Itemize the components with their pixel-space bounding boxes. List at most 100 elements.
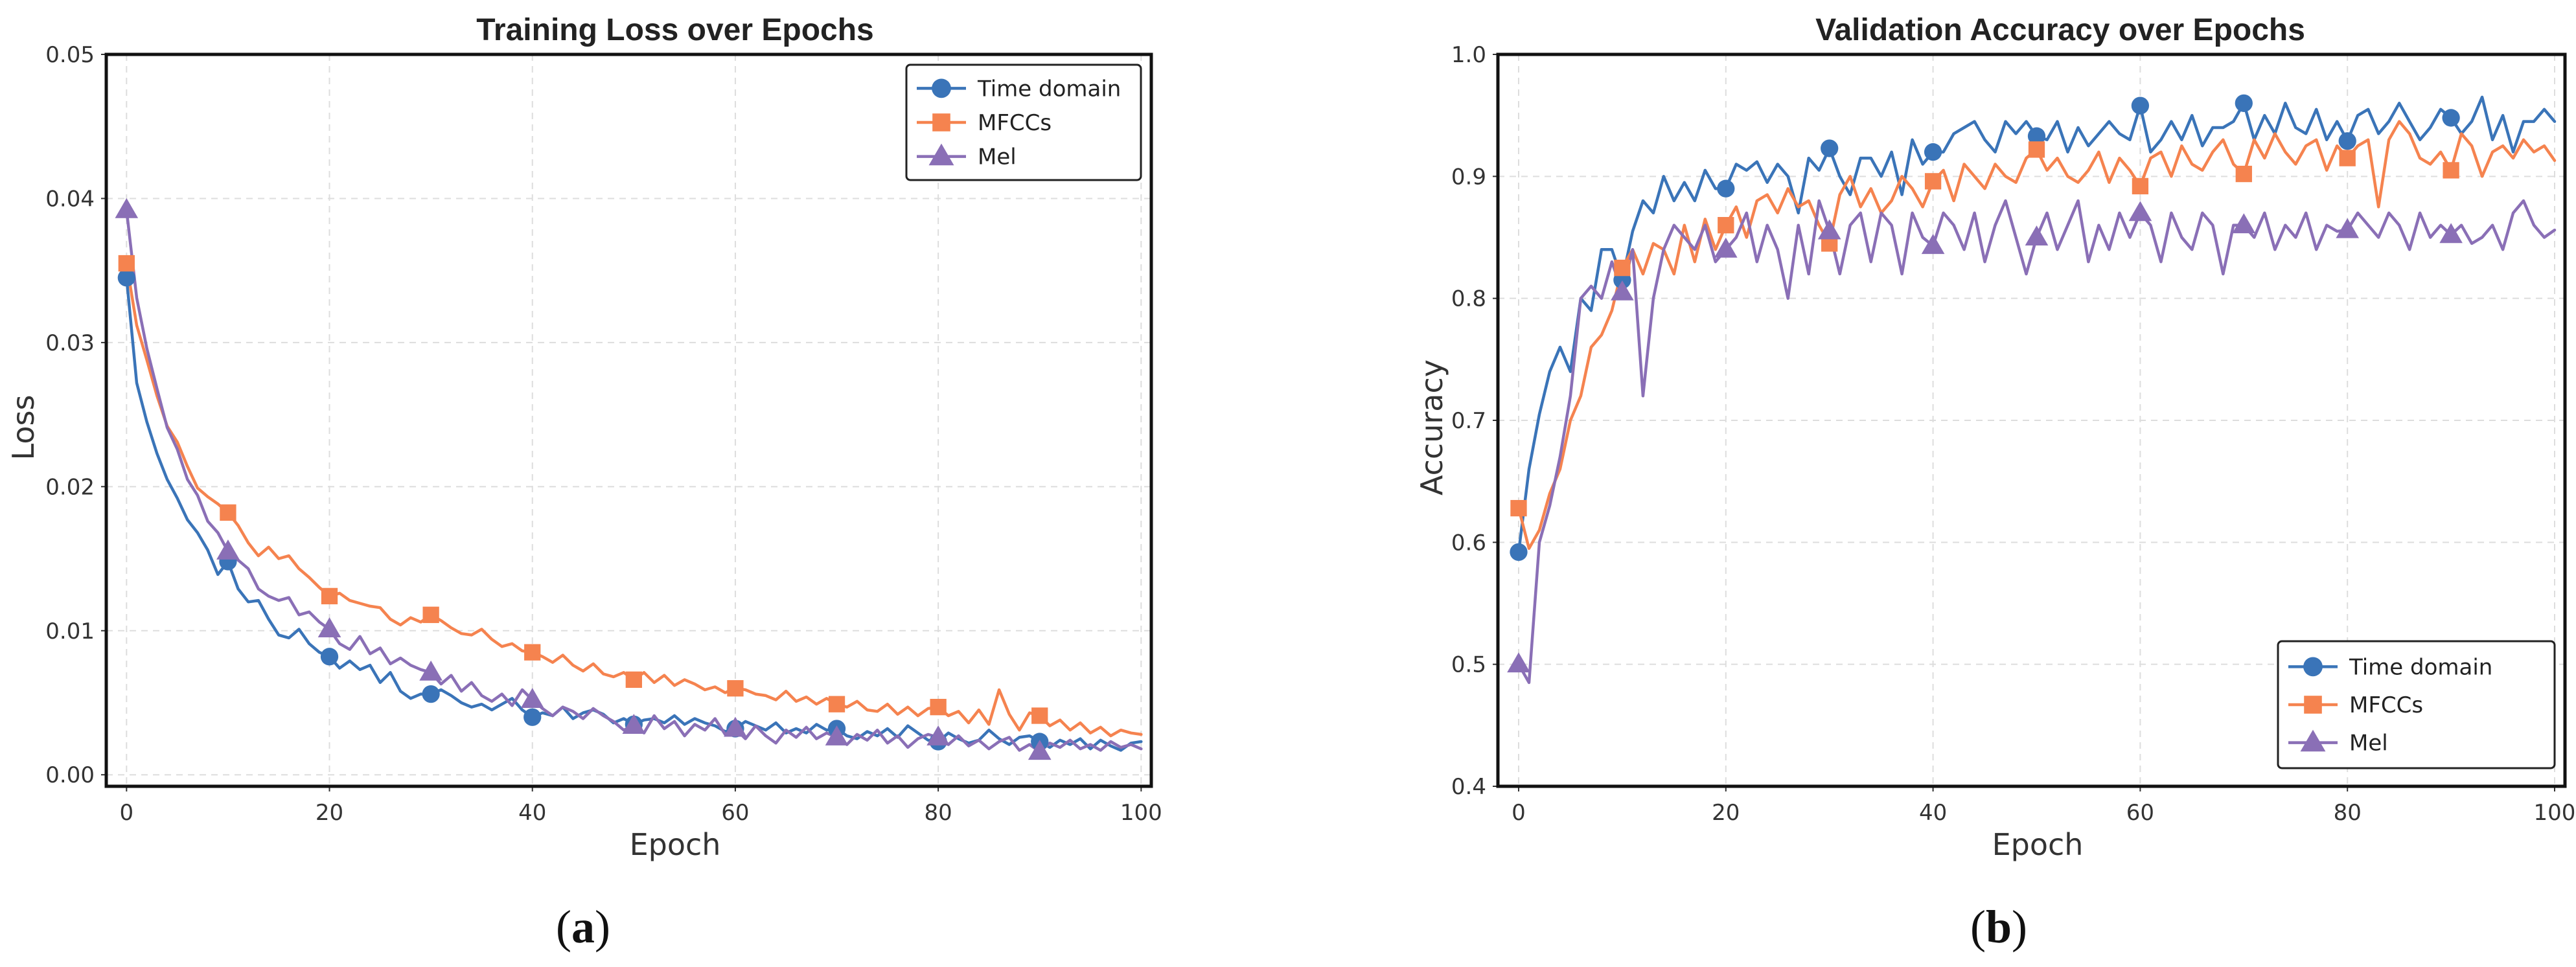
- series-marker-mel: [2439, 223, 2463, 244]
- panel-label-a: (a): [556, 901, 610, 953]
- series-marker-mfccs: [118, 255, 135, 272]
- series-marker-time_domain: [2442, 109, 2460, 127]
- series-marker-mfccs: [2028, 141, 2045, 158]
- chart-title: Training Loss over Epochs: [476, 13, 873, 47]
- x-axis-label: Epoch: [1992, 827, 2084, 862]
- series-marker-mfccs: [2132, 177, 2149, 195]
- series-marker-time_domain: [1924, 143, 1942, 161]
- series-marker-time_domain: [422, 685, 440, 703]
- y-tick-label: 0.7: [1451, 408, 1486, 434]
- series-marker-mfccs: [422, 606, 439, 623]
- series-marker-mfccs: [1614, 259, 1631, 277]
- legend-label-mfccs: MFCCs: [978, 110, 1052, 136]
- y-tick-label: 0.02: [45, 474, 95, 500]
- series-marker-time_domain: [2338, 132, 2356, 150]
- x-axis-label: Epoch: [630, 827, 721, 862]
- x-tick-label: 0: [120, 800, 134, 826]
- validation-accuracy-chart: Validation Accuracy over Epochs Epoch Ac…: [1414, 13, 2575, 862]
- series-marker-mfccs: [930, 699, 947, 716]
- legend-label-mel: Mel: [2349, 731, 2388, 757]
- x-tick-label: 20: [1712, 800, 1740, 826]
- legend-marker-mel: [2300, 729, 2326, 752]
- x-tick-label: 100: [2534, 800, 2576, 826]
- series-marker-mfccs: [727, 680, 744, 697]
- y-tick-label: 1.0: [1451, 42, 1486, 68]
- x-tick-label: 20: [316, 800, 343, 826]
- series-marker-mfccs: [1031, 707, 1048, 724]
- legend: Time domain MFCCs Mel: [2277, 640, 2556, 769]
- series-marker-mel: [115, 198, 139, 218]
- y-tick-label: 0.6: [1451, 530, 1486, 556]
- x-tick-label: 40: [1919, 800, 1947, 826]
- x-tick-label: 80: [925, 800, 952, 826]
- series-marker-mel: [520, 688, 544, 709]
- legend-marker-mfccs: [2304, 696, 2322, 714]
- y-axis-label: Accuracy: [1414, 359, 1449, 495]
- series-marker-time_domain: [1821, 139, 1839, 157]
- y-tick-label: 0.01: [45, 619, 95, 644]
- legend: Time domain MFCCs Mel: [905, 63, 1142, 181]
- y-tick-label: 0.00: [45, 762, 95, 788]
- legend-marker-mfccs: [932, 113, 950, 131]
- series-marker-mel: [622, 714, 646, 734]
- y-tick-label: 0.9: [1451, 164, 1486, 190]
- x-tick-label: 60: [2126, 800, 2154, 826]
- legend-label-time_domain: Time domain: [977, 76, 1121, 102]
- series-marker-time_domain: [523, 708, 542, 726]
- series-marker-mfccs: [1718, 217, 1734, 234]
- series-marker-mel: [2232, 213, 2256, 234]
- series-marker-mel: [724, 716, 747, 737]
- legend-label-time_domain: Time domain: [2349, 654, 2492, 680]
- series-marker-mfccs: [1924, 173, 1942, 190]
- x-tick-label: 80: [2334, 800, 2362, 826]
- series-marker-mel: [1817, 219, 1841, 240]
- series-marker-mel: [1507, 652, 1530, 673]
- series-marker-mel: [1921, 234, 1945, 255]
- series-marker-mfccs: [1510, 499, 1527, 517]
- series-marker-mel: [1028, 740, 1052, 760]
- legend-label-mel: Mel: [978, 144, 1017, 170]
- series-marker-mel: [317, 617, 341, 638]
- y-tick-label: 0.03: [45, 330, 95, 356]
- legend-marker-mel: [928, 143, 954, 166]
- series-marker-mel: [825, 725, 849, 745]
- series-marker-mfccs: [2235, 165, 2252, 183]
- legend-box: [2277, 640, 2556, 769]
- series-marker-time_domain: [117, 269, 135, 287]
- panel-label-b: (b): [1970, 901, 2027, 953]
- series-marker-mfccs: [321, 587, 338, 605]
- series-marker-mfccs: [828, 696, 845, 712]
- series-marker-mel: [216, 540, 240, 560]
- series-marker-mel: [2336, 218, 2360, 238]
- series-marker-mfccs: [2443, 162, 2459, 179]
- legend-box: [905, 63, 1142, 181]
- legend-marker-time_domain: [2303, 657, 2323, 677]
- training-loss-chart: Training Loss over Epochs Epoch Loss 0 20…: [6, 13, 1162, 862]
- series-marker-mel: [926, 725, 950, 745]
- series-marker-mel: [1714, 237, 1738, 258]
- series-marker-time_domain: [320, 648, 339, 666]
- series-marker-mfccs: [524, 644, 541, 661]
- series-marker-time_domain: [2027, 127, 2046, 145]
- series-marker-mfccs: [220, 504, 236, 521]
- series-marker-time_domain: [1510, 543, 1528, 562]
- x-tick-label: 60: [721, 800, 749, 826]
- plot-frame: [104, 52, 1153, 788]
- series-marker-mfccs: [2339, 150, 2356, 166]
- x-tick-label: 40: [518, 800, 546, 826]
- chart-title: Validation Accuracy over Epochs: [1815, 13, 2305, 47]
- y-tick-label: 0.5: [1451, 652, 1486, 678]
- y-tick-label: 0.05: [45, 42, 95, 68]
- series-marker-time_domain: [2235, 94, 2253, 112]
- x-tick-label: 0: [1512, 800, 1526, 826]
- series-marker-mel: [2025, 225, 2049, 245]
- y-tick-label: 0.8: [1451, 286, 1486, 312]
- series-marker-mfccs: [625, 671, 642, 688]
- series-marker-time_domain: [2131, 97, 2150, 115]
- y-tick-label: 0.4: [1451, 774, 1486, 800]
- series-marker-mel: [419, 660, 443, 681]
- series-marker-mel: [1611, 280, 1634, 301]
